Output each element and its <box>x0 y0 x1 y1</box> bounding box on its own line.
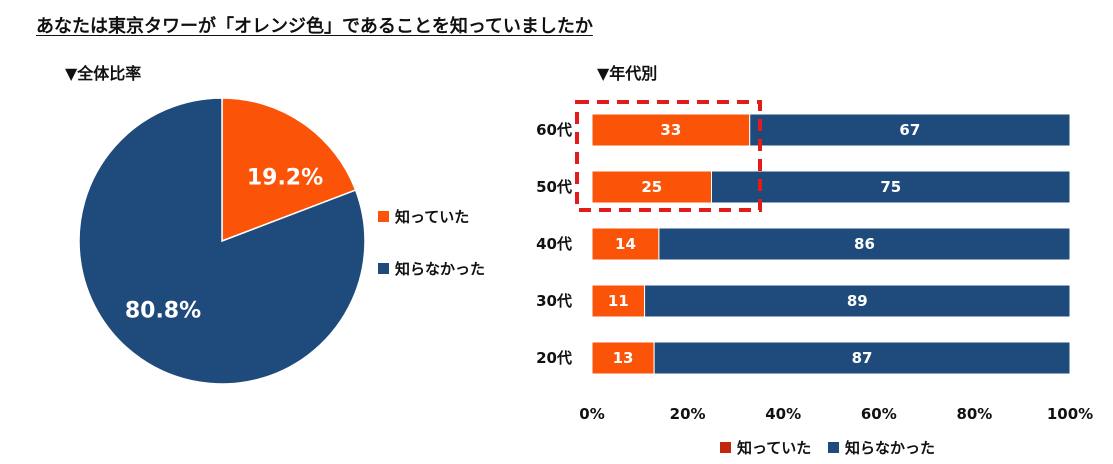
bar-segment-didnt-know <box>644 284 1071 318</box>
legend-swatch-knew <box>720 442 731 453</box>
bar-legend-item-knew: 知っていた <box>720 437 811 458</box>
category-label: 40代 <box>536 235 572 253</box>
pie-legend-label-didnt-know: 知らなかった <box>395 260 486 278</box>
x-tick-label: 80% <box>956 405 992 423</box>
bar-data-label: 67 <box>899 121 920 139</box>
pie-legend-item-knew: 知っていた <box>378 206 469 227</box>
bar-data-label: 25 <box>641 178 662 196</box>
pie-label-didnt-know: 80.8% <box>125 299 201 324</box>
x-tick-label: 40% <box>765 405 801 423</box>
bar-legend-item-didnt-know: 知らなかった <box>828 437 935 458</box>
bar-segment-didnt-know <box>653 341 1071 375</box>
bar-data-label: 11 <box>608 292 629 310</box>
bar-segment-didnt-know <box>711 170 1071 204</box>
pie-legend-item-didnt-know: 知らなかった <box>378 258 485 279</box>
pie-label-knew: 19.2% <box>247 166 323 191</box>
bar-segment-knew <box>591 113 751 147</box>
pie-slice-didnt-know <box>78 97 366 385</box>
category-label: 50代 <box>536 178 572 196</box>
legend-swatch-knew <box>378 211 389 222</box>
highlight-box <box>575 100 762 212</box>
category-label: 20代 <box>536 349 572 367</box>
bar-data-label: 89 <box>847 292 868 310</box>
x-tick-label: 20% <box>670 405 706 423</box>
category-label: 60代 <box>536 121 572 139</box>
bar-data-label: 75 <box>880 178 901 196</box>
category-label: 30代 <box>536 292 572 310</box>
page-title: あなたは東京タワーが「オレンジ色」であることを知っていましたか <box>36 16 593 37</box>
pie-legend-label-knew: 知っていた <box>395 208 470 226</box>
bar-data-label: 13 <box>613 349 634 367</box>
bar-segment-didnt-know <box>658 227 1071 261</box>
bar-segment-didnt-know <box>749 113 1071 147</box>
x-tick-label: 0% <box>579 405 604 423</box>
pie-heading: ▼全体比率 <box>65 64 142 83</box>
pie-slice-knew <box>221 97 357 243</box>
bar-legend-label-knew: 知っていた <box>737 439 812 457</box>
bar-data-label: 14 <box>615 235 636 253</box>
bar-data-label: 33 <box>660 121 681 139</box>
x-tick-label: 100% <box>1047 405 1093 423</box>
bar-legend-label-didnt-know: 知らなかった <box>845 439 936 457</box>
x-tick-label: 60% <box>861 405 897 423</box>
bar-data-label: 86 <box>854 235 875 253</box>
legend-swatch-didnt-know <box>378 263 389 274</box>
legend-swatch-didnt-know <box>828 442 839 453</box>
bar-heading: ▼年代別 <box>597 64 658 83</box>
bar-data-label: 87 <box>852 349 873 367</box>
